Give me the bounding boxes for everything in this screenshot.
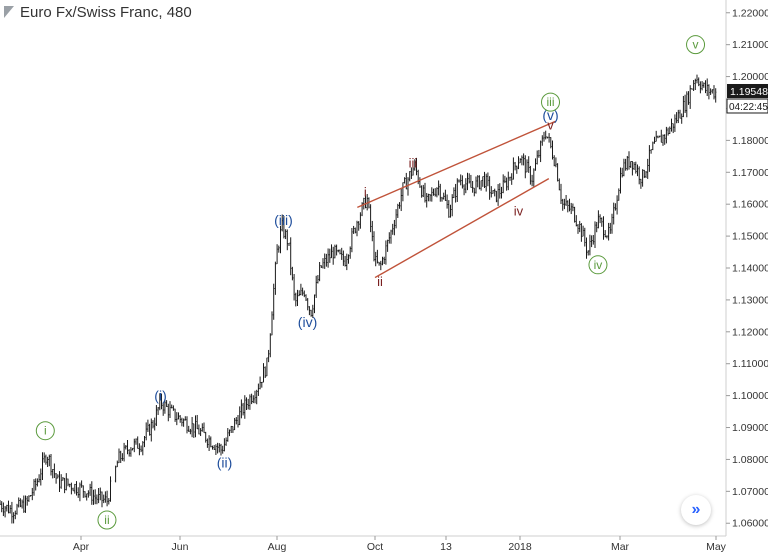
wave-label-circle <box>686 35 706 55</box>
x-tick-label: Oct <box>367 541 383 553</box>
y-tick-label: 1.22000 <box>732 7 768 19</box>
wave-label-minor: iv <box>514 204 524 219</box>
y-tick-label: 1.18000 <box>732 135 768 147</box>
y-tick-label: 1.09000 <box>732 422 768 434</box>
double-chevron-right-icon: » <box>691 501 701 518</box>
plot-layer <box>0 74 717 524</box>
wave-label-circle <box>541 92 561 112</box>
wave-label-circle <box>35 421 55 441</box>
y-tick-label: 1.20000 <box>732 71 768 83</box>
wave-label-minor: v <box>547 117 554 132</box>
wave-label-circle <box>97 510 117 530</box>
channel-trendline[interactable] <box>357 120 556 209</box>
x-tick-label: Aug <box>268 541 287 553</box>
wave-label-primary: i <box>44 424 47 438</box>
y-tick-label: 1.13000 <box>732 294 768 306</box>
y-tick-label: 1.17000 <box>732 167 768 179</box>
x-tick-label: May <box>706 541 727 553</box>
wave-label-intermediate: (ii) <box>217 455 233 471</box>
x-tick-label: 2018 <box>508 541 532 553</box>
y-tick-label: 1.14000 <box>732 263 768 275</box>
last-price-tag-bg <box>727 83 768 98</box>
y-tick-label: 1.21000 <box>732 39 768 51</box>
symbol-title: Euro Fx/Swiss Franc, 480 <box>20 3 192 21</box>
countdown-tag: 04:22:45 <box>729 102 768 113</box>
collapse-flag-icon[interactable] <box>4 6 14 18</box>
wave-label-intermediate: (iii) <box>274 212 293 228</box>
wave-label-primary: v <box>693 38 699 52</box>
wave-label-minor: iii <box>409 156 418 171</box>
wave-label-intermediate: (i) <box>154 388 166 404</box>
channel-trendline[interactable] <box>374 178 550 279</box>
countdown-tag-bg <box>726 98 768 114</box>
y-tick-label: 1.16000 <box>732 199 768 211</box>
y-tick-label: 1.10000 <box>732 390 768 402</box>
wave-label-primary: ii <box>104 513 109 527</box>
x-tick-label: Mar <box>611 541 630 553</box>
last-price-tag: 1.19548 <box>730 86 768 98</box>
y-tick-label: 1.08000 <box>732 454 768 466</box>
y-tick-label: 1.07000 <box>732 486 768 498</box>
wave-label-intermediate: (v) <box>542 107 558 123</box>
x-tick-label: Jun <box>172 541 189 553</box>
y-tick-label: 1.06000 <box>732 518 768 530</box>
wave-label-intermediate: (iv) <box>298 314 317 330</box>
wave-label-minor: ii <box>377 274 383 289</box>
y-tick-label: 1.11000 <box>732 358 768 370</box>
x-tick-label: 13 <box>440 541 452 553</box>
wave-label-primary: iii <box>547 95 555 109</box>
y-tick-label: 1.12000 <box>732 326 768 338</box>
wave-label-primary: iv <box>594 258 603 272</box>
y-tick-label: 1.15000 <box>732 231 768 243</box>
wave-label-minor: i <box>364 184 367 199</box>
wave-label-circle <box>588 255 608 275</box>
trendline-layer <box>357 120 556 279</box>
scroll-to-realtime-button[interactable]: » <box>681 495 711 525</box>
x-tick-label: Apr <box>73 541 90 553</box>
symbol-header: Euro Fx/Swiss Franc, 480 <box>4 2 192 22</box>
